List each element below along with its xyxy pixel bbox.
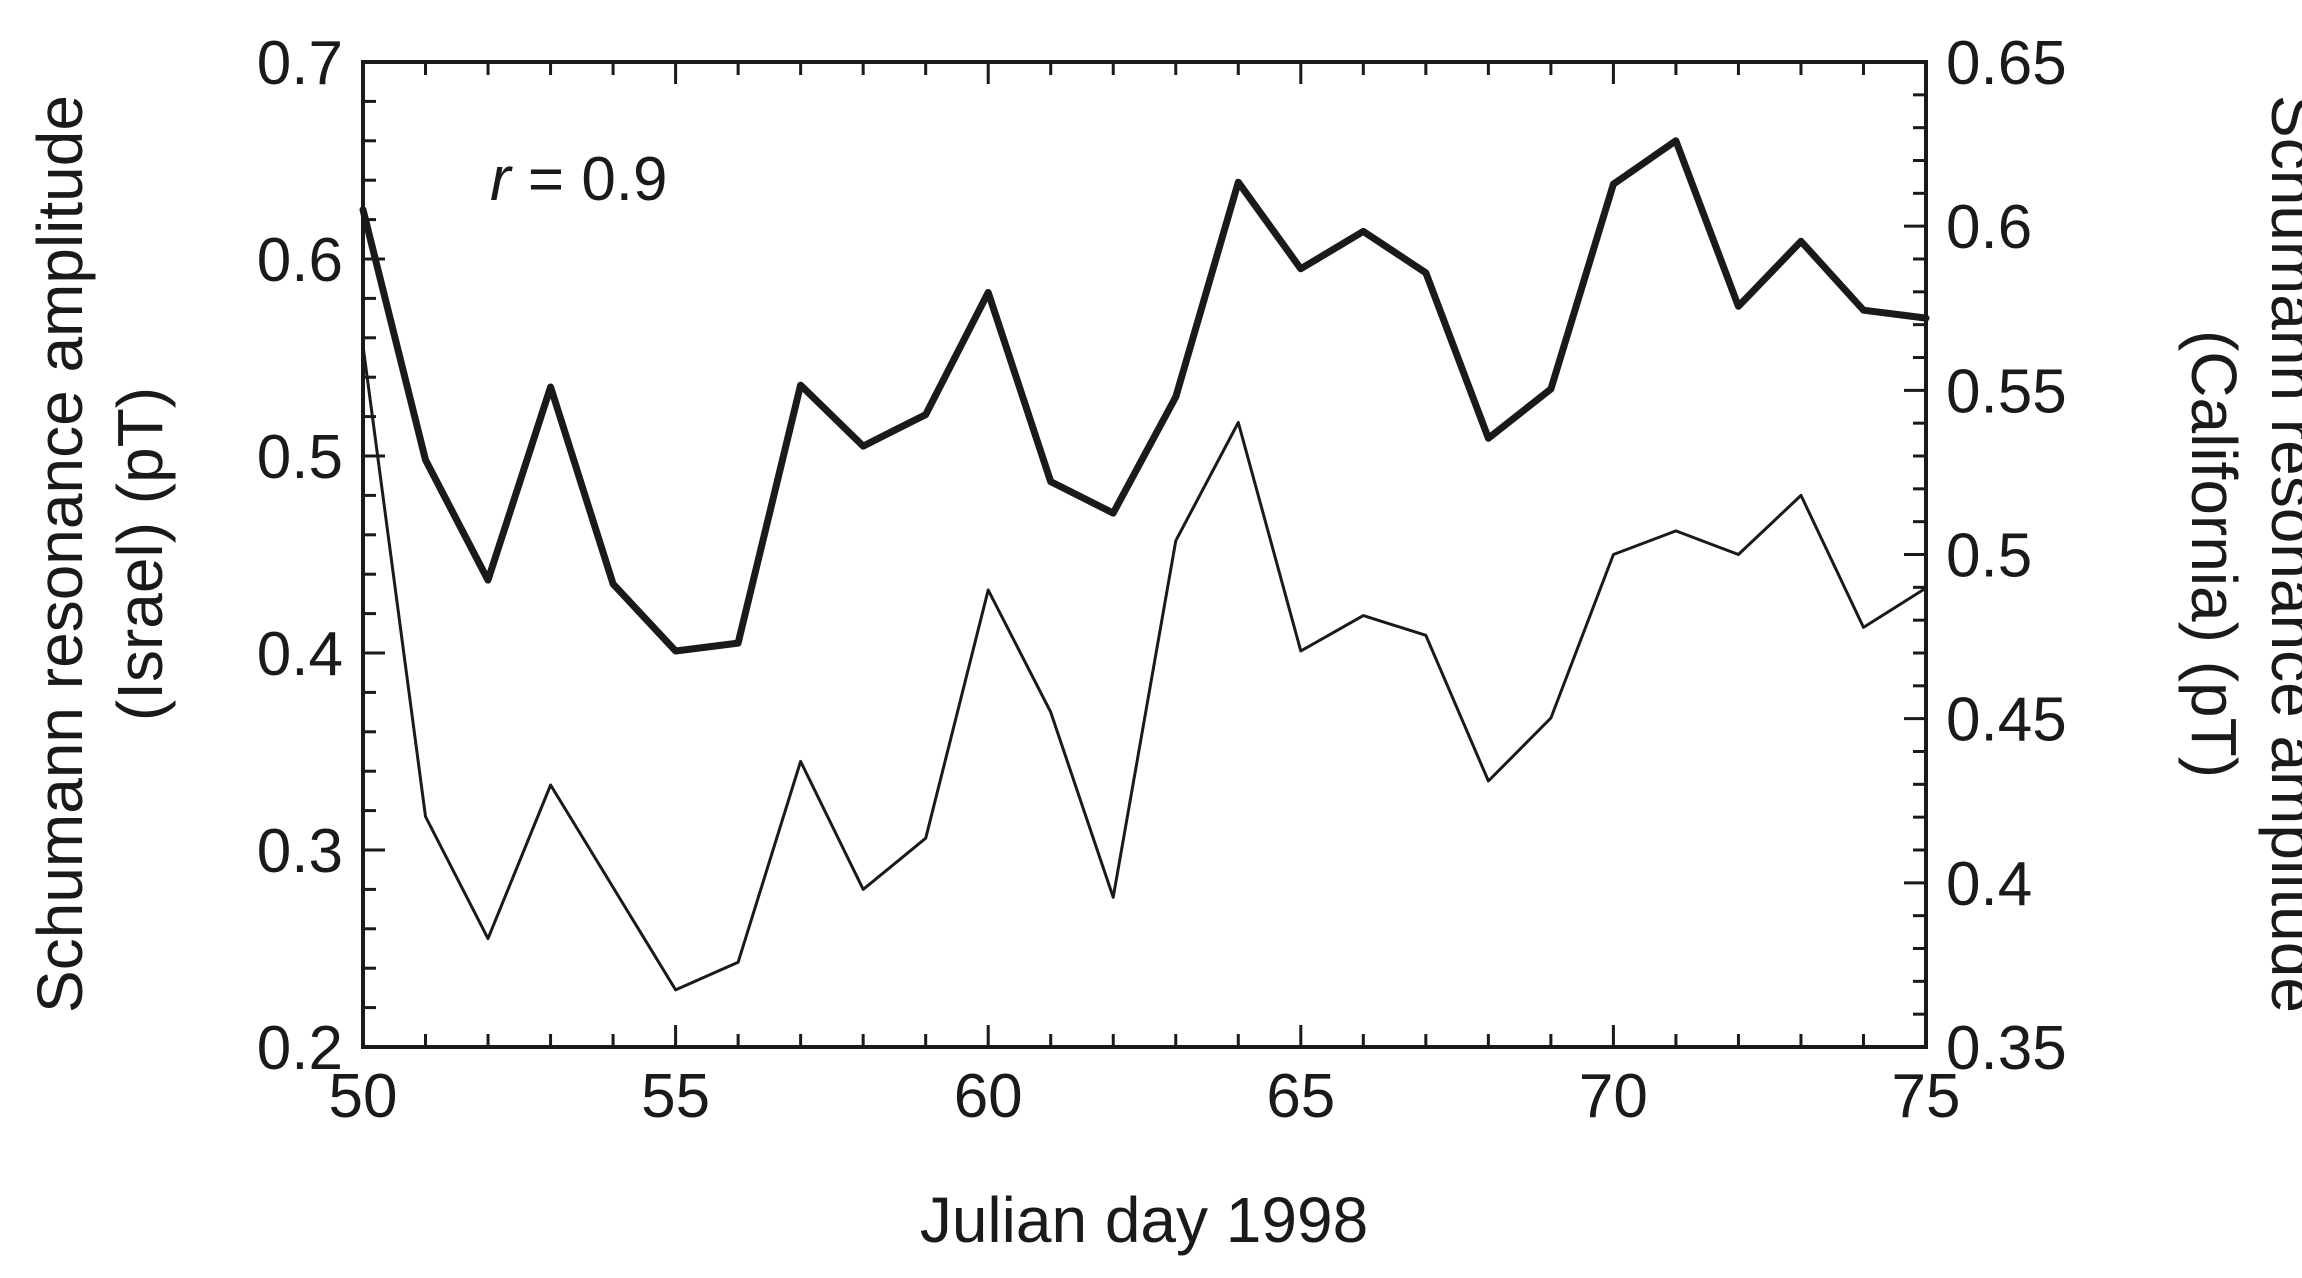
axis-ticks <box>361 60 1928 1049</box>
correlation-annotation: r = 0.9 <box>490 145 668 214</box>
x-tick-label: 50 <box>329 1062 398 1131</box>
series-group <box>359 137 1930 992</box>
series-line-thick <box>359 137 1930 655</box>
y-right-tick-label: 0.5 <box>1946 522 2032 591</box>
plot-frame <box>361 60 1928 1049</box>
y-left-tick-label: 0.3 <box>257 817 343 886</box>
y-right-title-line2: (California) (pT) <box>2178 330 2250 778</box>
y-right-axis-title: Schumann resonance amplitude (California… <box>2178 95 2302 1013</box>
x-tick-label: 75 <box>1892 1062 1961 1131</box>
y-left-tick-label: 0.6 <box>257 226 343 295</box>
y-right-tick-label: 0.35 <box>1946 1014 2067 1083</box>
y-left-tick-label: 0.4 <box>257 620 343 689</box>
y-right-tick-label: 0.45 <box>1946 686 2067 755</box>
y-right-tick-label: 0.65 <box>1946 29 2067 98</box>
y-right-title-line1: Schumann resonance amplitude <box>2258 95 2302 1013</box>
y-left-axis-title: Schumann resonance amplitude (Israel) (p… <box>24 95 176 1013</box>
tick-labels: 50 55 60 65 70 75 0.2 0.3 0.4 0.5 0.6 0.7 0.35 0.4 0.4… <box>257 29 2067 1131</box>
y-left-title-line2: (Israel) (pT) <box>104 387 176 721</box>
x-tick-label: 65 <box>1266 1062 1335 1131</box>
y-right-tick-label: 0.6 <box>1946 193 2032 262</box>
y-left-tick-label: 0.5 <box>257 423 343 492</box>
y-left-tick-label: 0.2 <box>257 1014 343 1083</box>
y-left-tick-label: 0.7 <box>257 29 343 98</box>
series-line-thin <box>361 344 1928 992</box>
y-right-tick-label: 0.55 <box>1946 357 2067 426</box>
y-right-tick-label: 0.4 <box>1946 850 2032 919</box>
correlation-variable: r <box>490 145 513 214</box>
y-left-title-line1: Schumann resonance amplitude <box>24 95 96 1013</box>
x-tick-label: 60 <box>954 1062 1023 1131</box>
x-axis-title: Julian day 1998 <box>920 1184 1368 1256</box>
x-tick-label: 70 <box>1579 1062 1648 1131</box>
correlation-value: = 0.9 <box>511 145 668 214</box>
x-tick-label: 55 <box>641 1062 710 1131</box>
